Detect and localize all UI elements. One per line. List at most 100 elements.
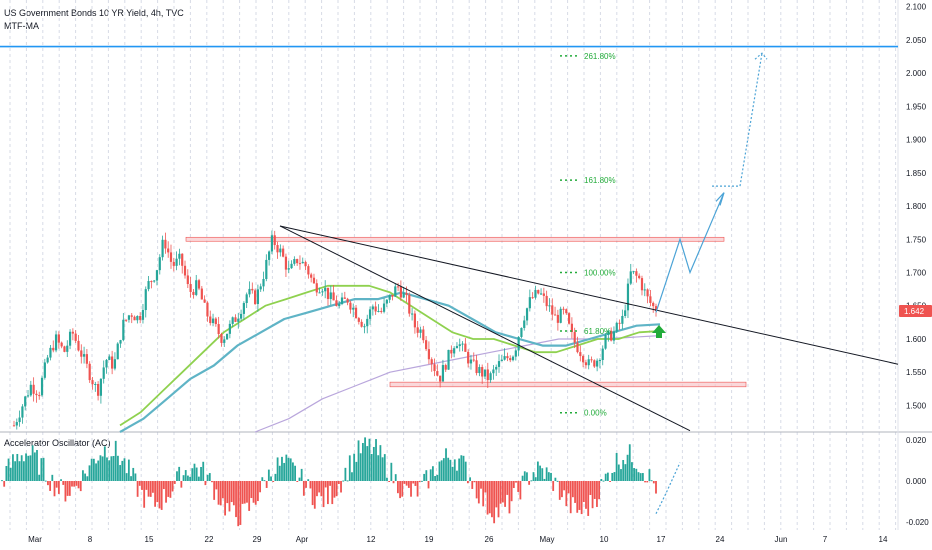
oscillator-bar <box>348 455 351 481</box>
oscillator-bar <box>202 461 205 481</box>
oscillator-bar <box>322 481 325 508</box>
time-axis-tick: 29 <box>253 535 262 544</box>
candle-body <box>382 303 386 312</box>
oscillator-bar <box>515 481 517 483</box>
candle-body <box>396 286 400 288</box>
oscillator-bar <box>184 470 187 481</box>
candle-body <box>556 314 559 323</box>
candle-body <box>234 317 237 322</box>
candle-body <box>598 360 602 362</box>
oscillator-bar <box>213 481 216 500</box>
candle-body <box>307 266 310 275</box>
oscillator-bar <box>421 480 423 482</box>
oscillator-bar <box>285 454 288 481</box>
candle-body <box>607 330 610 336</box>
candle-body <box>349 302 352 310</box>
candle-body <box>150 281 153 283</box>
candle-body <box>136 316 139 321</box>
candle-body <box>186 275 189 285</box>
candle-body <box>357 318 360 322</box>
candle-body <box>565 309 568 314</box>
oscillator-bar <box>372 446 375 481</box>
candle-body <box>567 313 571 324</box>
oscillator-bar <box>504 481 506 507</box>
candle-body <box>144 289 147 311</box>
oscillator-bar <box>224 481 227 516</box>
candle-body <box>629 271 632 284</box>
candle-body <box>590 359 593 361</box>
oscillator-bar <box>101 456 104 481</box>
oscillator-bar <box>130 476 132 481</box>
price-axis-tick: 1.500 <box>906 401 927 410</box>
candle-body <box>203 299 206 303</box>
oscillator-bar <box>431 466 434 481</box>
oscillator-bar <box>38 474 41 481</box>
oscillator-bar <box>302 481 305 496</box>
oscillator-bar <box>160 481 163 510</box>
oscillator-bar <box>418 481 421 482</box>
oscillator-bar <box>644 481 646 483</box>
oscillator-bar <box>379 445 382 481</box>
candle-body <box>296 259 299 264</box>
oscillator-bar <box>149 481 152 497</box>
oscillator-bar <box>162 481 165 490</box>
candle-body <box>74 333 77 341</box>
oscillator-bar <box>267 469 270 481</box>
oscillator-bar <box>512 481 515 489</box>
candle-body <box>29 384 32 396</box>
oscillator-bar <box>526 472 528 481</box>
fib-level-label: 100.00% <box>584 268 616 277</box>
candle-body <box>259 286 262 290</box>
candle-body <box>514 350 517 357</box>
candle-body <box>88 363 91 381</box>
oscillator-bar <box>477 481 480 504</box>
candle-body <box>520 327 523 337</box>
candle-body <box>68 331 72 346</box>
oscillator-bar <box>296 481 299 482</box>
candle-body <box>290 263 293 269</box>
oscillator-bar <box>390 462 393 481</box>
candle-body <box>158 257 161 271</box>
candle-body <box>130 315 133 317</box>
oscillator-bar <box>22 461 25 481</box>
oscillator-bar <box>261 477 264 481</box>
grid <box>0 0 932 530</box>
oscillator-bar <box>112 455 115 481</box>
oscillator-bar <box>7 458 10 481</box>
oscillator-bar <box>327 481 329 505</box>
candle-body <box>587 359 590 366</box>
candle-body <box>523 320 526 328</box>
candle-body <box>340 297 344 304</box>
oscillator-bar <box>399 481 401 499</box>
candle-body <box>654 306 658 312</box>
oscillator-bar <box>600 479 603 481</box>
oscillator-bar <box>571 481 574 498</box>
candle-body <box>301 261 304 264</box>
oscillator-bar <box>346 480 349 482</box>
candle-body <box>32 384 35 394</box>
candle-body <box>368 309 372 319</box>
candle-body <box>534 290 537 298</box>
candle-body <box>231 317 234 324</box>
oscillator-bar <box>195 467 198 481</box>
candle-body <box>40 377 44 396</box>
oscillator-bar <box>394 474 397 481</box>
time-axis-tick: 15 <box>145 535 154 544</box>
candle-body <box>172 261 175 266</box>
oscillator-bar <box>434 476 436 481</box>
last-price-label: 1.642 <box>904 307 925 316</box>
oscillator-bar <box>388 481 391 482</box>
oscillator-bar <box>307 479 310 481</box>
oscillator-bar <box>25 453 27 481</box>
oscillator-bar <box>119 465 122 481</box>
oscillator-bar <box>552 481 555 491</box>
oscillator-bar <box>5 465 8 481</box>
oscillator-bar <box>246 481 248 503</box>
price-axis-tick: 2.100 <box>906 3 927 12</box>
oscillator-bar <box>340 481 342 493</box>
oscillator-bar <box>311 481 314 506</box>
oscillator-bar <box>357 440 360 481</box>
candle-body <box>461 343 464 345</box>
oscillator-bar <box>403 481 406 484</box>
